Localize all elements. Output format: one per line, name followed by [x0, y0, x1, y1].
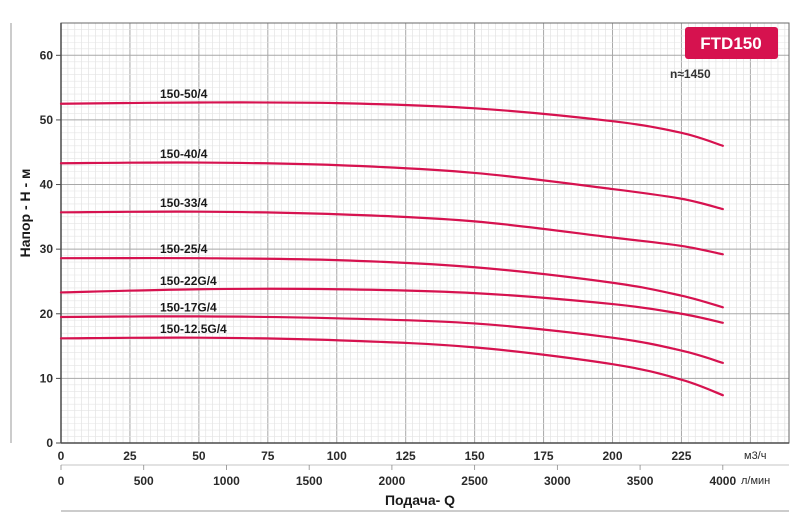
curve-label: 150-22G/4 — [160, 274, 217, 288]
y-tick-label: 10 — [40, 371, 54, 385]
model-badge: FTD150 — [685, 27, 778, 59]
y-tick-label: 50 — [40, 113, 54, 127]
x-tick-label-primary: 25 — [123, 449, 137, 463]
curve-labels: 150-50/4 150-40/4 150-33/4 150-25/4 150-22G/… — [160, 87, 227, 336]
curve-150-12.5G/4 — [59, 336, 724, 397]
x-tick-label-secondary: 2000 — [379, 474, 406, 488]
x-tick-label-primary: 75 — [261, 449, 275, 463]
x-tick-label-primary: 125 — [396, 449, 416, 463]
y-tick-label: 0 — [46, 436, 53, 450]
curve-label: 150-25/4 — [160, 242, 208, 256]
x-tick-label-secondary: 1000 — [213, 474, 240, 488]
x-tick-label-primary: 150 — [465, 449, 485, 463]
curve-150-50/4 — [59, 101, 724, 147]
x-tick-label-primary: 200 — [602, 449, 622, 463]
x-tick-label-primary: 50 — [192, 449, 206, 463]
x-tick-label-primary: 100 — [327, 449, 347, 463]
axis-ticks: 0 10 20 30 40 50 60 0 25 50 75 100 125 150 175 200 225 0 5… — [40, 48, 737, 488]
x-tick-label-primary: 0 — [58, 449, 65, 463]
y-tick-label: 20 — [40, 307, 54, 321]
x-tick-label-secondary: 3500 — [627, 474, 654, 488]
curve-label: 150-40/4 — [160, 147, 208, 161]
curve-150-33/4 — [59, 210, 724, 256]
x-tick-label-secondary: 500 — [134, 474, 154, 488]
x-tick-label-secondary: 1500 — [296, 474, 323, 488]
x-tick-label-secondary: 0 — [58, 474, 65, 488]
y-tick-label: 30 — [40, 242, 54, 256]
curve-label: 150-50/4 — [160, 87, 208, 101]
x-tick-label-secondary: 4000 — [709, 474, 736, 488]
curve-150-22G/4 — [59, 287, 724, 324]
curve-label: 150-33/4 — [160, 196, 208, 210]
y-tick-label: 60 — [40, 48, 54, 62]
x-axis-title: Подача- Q — [385, 492, 455, 508]
x-tick-label-secondary: 2500 — [461, 474, 488, 488]
x-tick-label-secondary: 3000 — [544, 474, 571, 488]
speed-annotation: n≈1450 — [670, 67, 711, 81]
curve-150-17G/4 — [59, 315, 724, 364]
x-tick-label-primary: 225 — [671, 449, 691, 463]
curve-150-40/4 — [59, 161, 724, 211]
curve-label: 150-12.5G/4 — [160, 322, 227, 336]
curves — [59, 101, 724, 397]
curve-label: 150-17G/4 — [160, 301, 217, 315]
y-tick-label: 40 — [40, 178, 54, 192]
x-unit-primary: м3/ч — [744, 450, 766, 462]
x-unit-secondary: л/мин — [741, 475, 770, 487]
curve-150-25/4 — [59, 256, 724, 309]
model-badge-text: FTD150 — [700, 34, 761, 53]
y-axis-title: Напор - Н - м — [17, 169, 33, 258]
x-tick-label-primary: 175 — [534, 449, 554, 463]
